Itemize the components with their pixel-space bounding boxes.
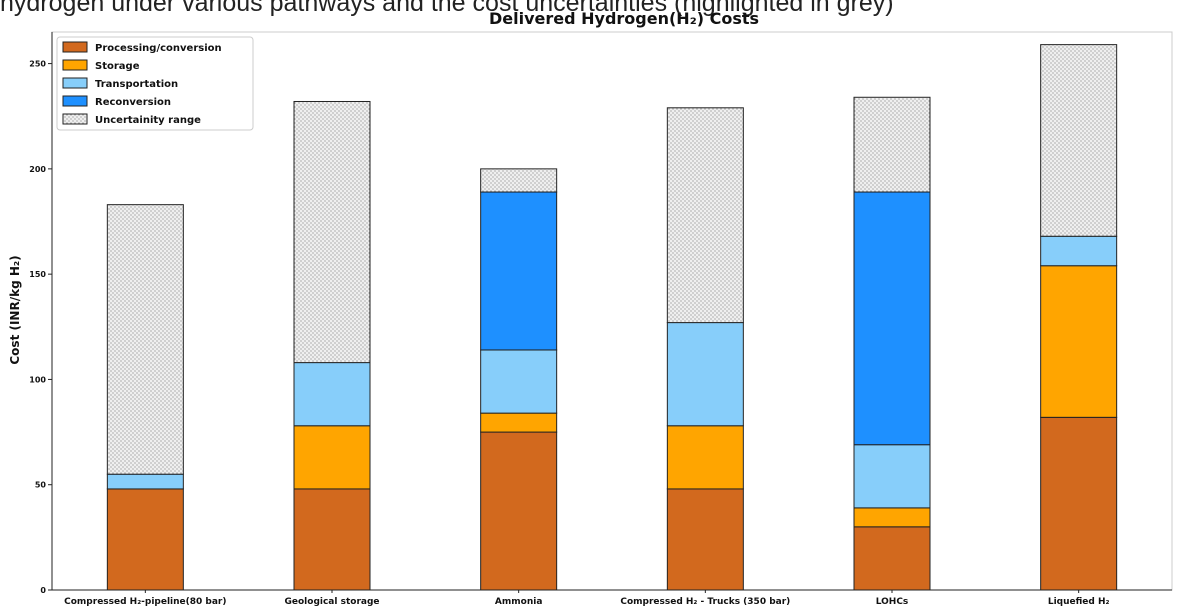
bar-segment-1-1 bbox=[293, 425, 371, 490]
bar-segment-1-4 bbox=[293, 100, 371, 364]
bar-segment-2-2 bbox=[480, 349, 558, 414]
legend-label-3: Reconversion bbox=[95, 97, 171, 108]
bar-segment-3-1 bbox=[666, 425, 744, 490]
legend-swatch-1 bbox=[62, 59, 88, 71]
x-tick-label-3: Compressed H₂ - Trucks (350 bar) bbox=[620, 597, 790, 607]
x-tick-label-0: Compressed H₂-pipeline(80 bar) bbox=[64, 597, 226, 607]
legend-swatch-2 bbox=[62, 77, 88, 89]
bar-segment-4-1 bbox=[853, 507, 931, 528]
axes-layer: 0 50 100 150 200 250 Compressed H₂-pipeline(80… bbox=[29, 32, 1172, 607]
y-tick-label-0: 0 bbox=[40, 586, 46, 595]
y-tick-label-2: 100 bbox=[29, 375, 46, 384]
legend-label-1: Storage bbox=[95, 61, 140, 72]
bar-segment-2-0 bbox=[480, 431, 558, 591]
bar-segment-5-1 bbox=[1040, 265, 1118, 418]
bar-segment-4-4 bbox=[853, 96, 931, 193]
y-tick-label-5: 250 bbox=[29, 60, 46, 69]
chart-title: Delivered Hydrogen(H₂) Costs bbox=[489, 9, 759, 28]
bar-segment-4-0 bbox=[853, 526, 931, 591]
legend: Processing/conversion Storage Transportati… bbox=[56, 36, 254, 131]
bar-segment-5-4 bbox=[1040, 44, 1118, 237]
bar-segment-0-2 bbox=[106, 473, 184, 490]
legend-label-4: Uncertainity range bbox=[95, 115, 201, 126]
bar-segment-3-2 bbox=[666, 322, 744, 427]
bar-segment-1-0 bbox=[293, 488, 371, 591]
bar-segment-3-4 bbox=[666, 107, 744, 324]
legend-swatch-0 bbox=[62, 41, 88, 53]
legend-box bbox=[56, 36, 254, 131]
bar-segment-3-0 bbox=[666, 488, 744, 591]
bar-segment-2-3 bbox=[480, 191, 558, 351]
y-axis-label: Cost (INR/kg H₂) bbox=[8, 255, 22, 364]
legend-label-2: Transportation bbox=[95, 79, 178, 90]
figure-caption: hydrogen under various pathways and the … bbox=[0, 0, 894, 17]
x-tick-label-1: Geological storage bbox=[285, 597, 380, 607]
x-tick-label-4: LOHCs bbox=[876, 597, 909, 607]
bar-segment-5-0 bbox=[1040, 416, 1118, 591]
y-tick-label-3: 150 bbox=[29, 270, 46, 279]
bar-segment-0-4 bbox=[106, 204, 184, 475]
bar-segment-2-1 bbox=[480, 412, 558, 433]
bar-segment-2-4 bbox=[480, 168, 558, 193]
x-tick-label-5: Liquefied H₂ bbox=[1048, 597, 1110, 607]
y-tick-label-1: 50 bbox=[35, 481, 47, 490]
x-tick-label-2: Ammonia bbox=[495, 597, 542, 607]
bar-segment-4-2 bbox=[853, 444, 931, 509]
bar-segment-4-3 bbox=[853, 191, 931, 446]
y-tick-label-4: 200 bbox=[29, 165, 46, 174]
legend-swatch-4 bbox=[62, 113, 88, 125]
legend-label-0: Processing/conversion bbox=[95, 43, 222, 54]
bar-segment-1-2 bbox=[293, 362, 371, 427]
bar-segment-5-2 bbox=[1040, 235, 1118, 267]
bars-layer bbox=[106, 44, 1118, 591]
bar-segment-0-0 bbox=[106, 488, 184, 591]
legend-swatch-3 bbox=[62, 95, 88, 107]
